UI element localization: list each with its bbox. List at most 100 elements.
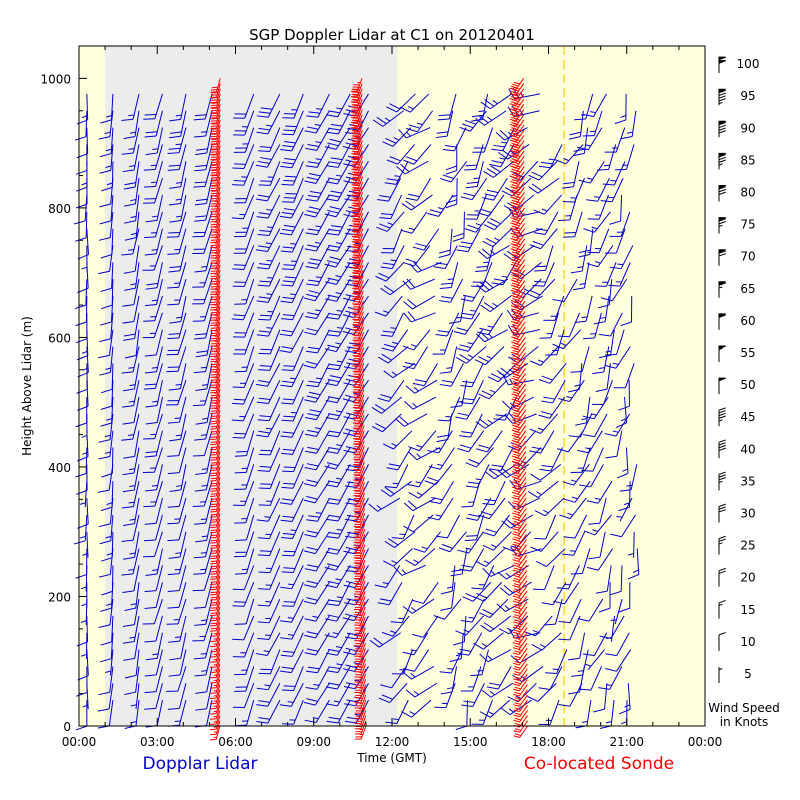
lidar-barb: [534, 514, 557, 540]
lidar-barb: [77, 228, 89, 260]
barb-flag: [405, 258, 417, 264]
lidar-barb: [232, 632, 255, 658]
barb-flag: [473, 642, 484, 650]
barb-half-flag: [581, 417, 588, 421]
barb-flag: [284, 175, 297, 178]
barb-flag: [325, 686, 338, 690]
barb-flag: [380, 684, 392, 689]
sonde-barb: [210, 606, 221, 622]
barb-half-flag: [473, 177, 480, 180]
barb-flag: [431, 496, 443, 501]
lidar-barb: [192, 211, 213, 238]
lidar-barb: [588, 531, 606, 560]
barb-flag: [329, 375, 342, 379]
barb-staff: [540, 531, 559, 552]
barb-flag: [479, 653, 489, 663]
barb-half-flag: [456, 400, 463, 403]
lidar-barb: [304, 464, 330, 487]
lidar-barb: [279, 194, 304, 219]
sonde-barb: [354, 663, 367, 678]
lidar-barb: [593, 295, 610, 325]
barb-flag: [283, 601, 296, 603]
lidar-barb: [282, 666, 304, 692]
lidar-barb: [601, 278, 628, 302]
barb-flag: [256, 115, 269, 118]
lidar-barb: [75, 700, 88, 731]
barb-half-flag: [106, 418, 112, 421]
lidar-barb: [372, 413, 402, 433]
lidar-barb: [583, 211, 611, 233]
lidar-barb: [384, 531, 416, 549]
lidar-barb: [583, 312, 602, 340]
barb-flag: [304, 534, 316, 538]
barb-flag: [377, 198, 389, 202]
barb-flag: [599, 333, 611, 337]
barb-staff: [179, 649, 187, 676]
barb-flag: [342, 314, 355, 319]
barb-flag: [194, 489, 207, 492]
barb-staff: [178, 514, 187, 541]
lidar-barb: [408, 447, 441, 461]
barb-flag: [438, 114, 451, 117]
barb-flag: [582, 415, 595, 420]
barb-half-flag: [492, 99, 498, 105]
barb-flag: [618, 405, 630, 411]
lidar-barb: [121, 514, 140, 542]
barb-flag: [259, 280, 272, 283]
barb-flag: [167, 707, 180, 710]
barb-flag: [605, 455, 618, 459]
barb-flag: [453, 641, 465, 646]
lidar-barb: [470, 649, 489, 677]
lidar-barb: [101, 279, 114, 310]
barb-staff: [86, 127, 89, 154]
lidar-barb: [605, 430, 623, 459]
lidar-barb: [460, 295, 485, 320]
barb-flag: [605, 668, 617, 672]
barb-flag: [100, 557, 113, 562]
barb-flag: [122, 320, 134, 324]
barb-flag: [75, 574, 87, 579]
barb-flag: [280, 165, 292, 169]
lidar-barb: [439, 346, 458, 374]
barb-flag: [327, 563, 339, 568]
barb-flag: [502, 546, 514, 552]
lidar-barb: [81, 582, 88, 609]
barb-flag: [279, 333, 292, 337]
barb-flag: [389, 156, 401, 162]
lidar-barb: [167, 447, 187, 475]
lidar-barb: [169, 295, 187, 324]
barb-half-flag: [455, 316, 462, 319]
sonde-barb: [210, 140, 221, 156]
sonde-barb: [210, 487, 221, 503]
lidar-barb: [501, 514, 534, 529]
barb-half-flag: [390, 259, 397, 262]
barb-flag: [234, 539, 247, 541]
barb-flag: [306, 176, 319, 181]
barb-flag: [279, 502, 292, 505]
barb-half-flag: [152, 569, 159, 571]
barb-half-flag: [486, 116, 493, 121]
barb-half-flag: [152, 148, 159, 151]
lidar-barb: [526, 278, 556, 299]
barb-flag: [474, 359, 486, 366]
barb-flag: [545, 354, 557, 356]
barb-flag: [489, 468, 502, 472]
barb-flag: [146, 282, 159, 286]
barb-half-flag: [335, 578, 342, 581]
barb-flag: [530, 546, 542, 552]
barb-flag: [303, 701, 316, 706]
barb-flag: [306, 546, 318, 551]
sonde-barb: [210, 518, 221, 534]
barb-flag: [234, 455, 247, 457]
barb-flag: [257, 621, 270, 624]
lidar-barb: [435, 312, 460, 337]
barb-flag: [462, 380, 474, 384]
sonde-barb: [210, 663, 221, 679]
barb-flag: [342, 398, 355, 403]
barb-flag: [405, 156, 418, 162]
lidar-barb: [257, 245, 281, 270]
barb-flag: [121, 573, 134, 576]
barb-flag: [404, 361, 417, 366]
barb-staff: [134, 245, 140, 272]
barb-flag: [258, 330, 271, 333]
